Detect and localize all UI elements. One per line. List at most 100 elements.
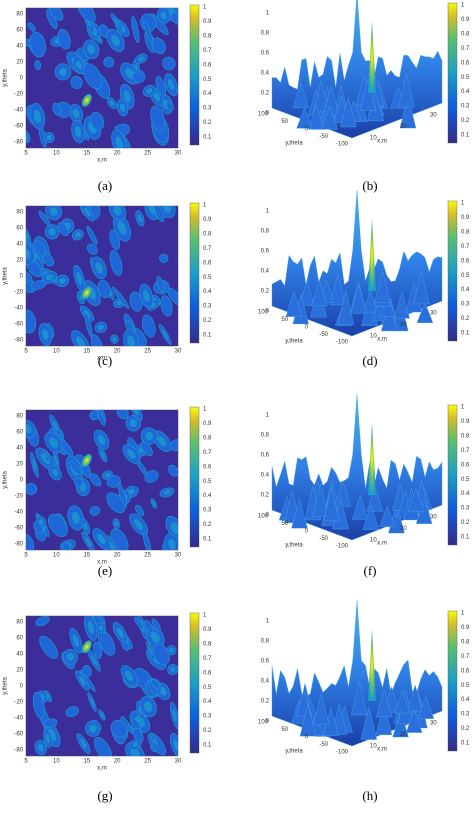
colorbar-tick-label: 0.2 — [203, 318, 212, 324]
colorbar-tick-label: 0.5 — [461, 273, 470, 279]
contour-core — [84, 207, 91, 217]
colorbar-tick-label: 0.3 — [203, 714, 212, 720]
colorbar-tick-label: 0.2 — [461, 316, 470, 322]
contour-blob — [84, 312, 93, 338]
contour-blob — [77, 8, 96, 23]
surface-ridge — [413, 272, 430, 305]
contour-core — [138, 705, 143, 715]
colorbar-tick-label: 0.4 — [203, 91, 212, 97]
contour-blob — [109, 250, 123, 276]
contour-core — [51, 469, 59, 477]
contour-blob — [110, 719, 128, 738]
surface-ridge — [313, 80, 330, 113]
colorbar-tick-label: 0.5 — [203, 685, 212, 691]
colorbar-tick-label: 0.4 — [203, 493, 212, 499]
x-tick-label: 25 — [144, 349, 151, 355]
peak — [81, 94, 92, 107]
y-tick-label: -100 — [336, 142, 349, 148]
z-tick-label: 0.4 — [261, 473, 270, 479]
contour-blob — [32, 691, 45, 719]
z-tick-label: 0.4 — [261, 269, 270, 275]
y-tick-label: 60 — [16, 430, 23, 436]
contour-core — [26, 232, 30, 241]
caption: (c) — [98, 353, 112, 368]
colorbar — [447, 404, 458, 546]
colorbar-tick-label: 0.5 — [461, 683, 470, 689]
x-tick-label: 20 — [400, 322, 407, 328]
colorbar-tick-label: 0.3 — [461, 302, 470, 308]
x-tick-label: 25 — [144, 553, 151, 559]
surface-ridge — [362, 291, 379, 313]
contour-blob — [74, 477, 83, 488]
y-tick-label: -60 — [14, 322, 23, 328]
colorbar-tick-label: 0.1 — [203, 743, 212, 749]
colorbar-tick-label: 0.9 — [461, 625, 470, 631]
contour-core — [95, 262, 103, 274]
contour-core — [72, 108, 80, 118]
contour-core — [26, 133, 29, 140]
y-tick-label: 100 — [258, 310, 269, 316]
contour-blob — [93, 641, 102, 659]
contour-core — [37, 743, 44, 752]
contour-core — [112, 337, 117, 342]
contour-blob — [90, 111, 105, 131]
x-tick-label: 20 — [114, 349, 121, 355]
z-tick-label: 0.4 — [261, 679, 270, 685]
colorbar-tick-label: 0.1 — [203, 333, 212, 339]
contour-core — [170, 522, 178, 535]
contour-core — [52, 420, 58, 432]
x-tick-label: 20 — [400, 732, 407, 738]
y-tick-label: 80 — [16, 414, 23, 420]
contour-core — [173, 739, 178, 752]
y-tick-label: 50 — [281, 727, 288, 733]
contour-core — [113, 206, 122, 216]
colorbar-tick-label: 0.6 — [461, 668, 470, 674]
surface-ridge — [375, 703, 393, 736]
surface-ridge — [311, 279, 328, 307]
y-tick-label: 0 — [305, 127, 309, 133]
contour-blob — [97, 279, 111, 299]
contour-core — [104, 472, 110, 478]
contour-blob — [151, 37, 166, 55]
contour-core — [172, 709, 178, 723]
contour-core — [160, 11, 167, 20]
surface-ridge — [298, 281, 315, 306]
colorbar-tick-label: 0.5 — [203, 77, 212, 83]
surface-ridge — [366, 485, 384, 512]
x-tick-label: 30 — [175, 553, 182, 559]
contour-blob — [27, 22, 36, 32]
contour-blob — [135, 504, 145, 517]
colorbar-tick-label: 0.8 — [461, 229, 470, 235]
contour-core — [26, 424, 32, 434]
colorbar-tick-label: 0.2 — [461, 726, 470, 732]
contour-blob — [117, 481, 128, 508]
colorbar-tick-label: 0.6 — [461, 60, 470, 66]
contour-blob — [132, 727, 144, 743]
y-tick-label: -50 — [319, 332, 328, 338]
colorbar-tick-label: 1 — [461, 405, 465, 411]
contour-core — [98, 625, 104, 631]
surface-ridge — [292, 83, 310, 108]
x-tick-label: 20 — [114, 759, 121, 765]
z-tick-label: 1 — [266, 11, 270, 17]
surface-ridge — [381, 302, 398, 332]
colorbar-tick-label: 0.4 — [203, 289, 212, 295]
contour-blob — [93, 719, 102, 730]
contour-blob — [47, 513, 68, 537]
x-tick-label: 10 — [53, 349, 60, 355]
contour-core — [123, 90, 131, 103]
surface-ridge — [352, 494, 369, 520]
colorbar-tick-label: 1 — [461, 611, 465, 617]
y-tick-label: 80 — [16, 620, 23, 626]
contour-blob — [89, 473, 102, 487]
contour-core — [42, 328, 49, 340]
contour-blob — [90, 334, 103, 346]
contour-blob — [141, 314, 156, 338]
contour-blob — [57, 222, 69, 236]
caption: (g) — [97, 788, 112, 803]
contour-core — [145, 431, 154, 441]
y-tick-label: 60 — [16, 636, 23, 642]
surface-ridge — [374, 271, 391, 303]
contour-core — [48, 228, 56, 236]
colorbar-tick-label: 0.4 — [461, 89, 470, 95]
